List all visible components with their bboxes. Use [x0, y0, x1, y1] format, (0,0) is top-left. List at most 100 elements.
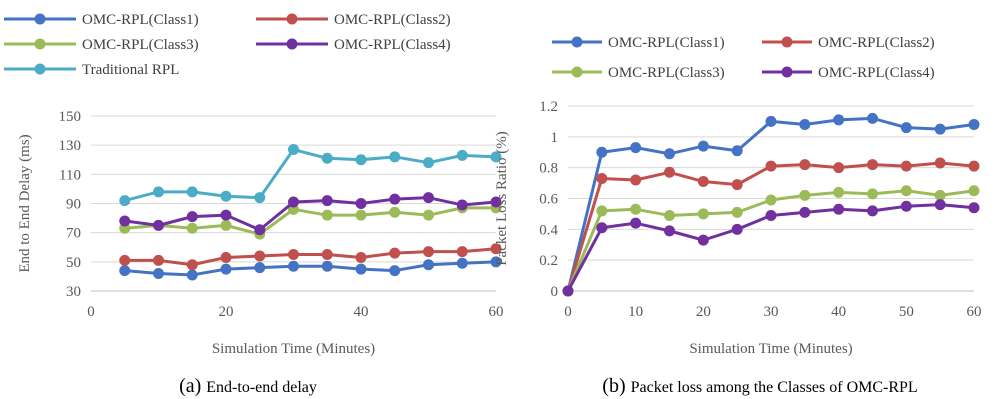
y-tick-label: 90: [66, 197, 81, 213]
series-4: [562, 199, 980, 297]
data-point: [562, 285, 574, 297]
y-tick-label: 50: [66, 255, 81, 271]
y-tick-label: 110: [59, 167, 81, 183]
caption-text: Packet loss among the Classes of OMC-RPL: [631, 379, 918, 396]
data-point: [833, 162, 845, 174]
data-point: [186, 259, 198, 271]
data-point: [765, 194, 777, 206]
series-line: [123, 196, 498, 232]
data-point: [799, 206, 811, 218]
legend-marker: [34, 63, 46, 75]
x-axis-label: Simulation Time (Minutes): [212, 341, 375, 357]
y-tick-label: 70: [66, 226, 81, 242]
data-point: [220, 219, 232, 231]
data-point: [900, 160, 912, 172]
caption-text: End-to-end delay: [206, 379, 317, 396]
data-point: [153, 268, 164, 279]
x-tick-label: 40: [831, 304, 846, 320]
data-point: [288, 260, 299, 272]
data-point: [731, 179, 743, 191]
data-point: [765, 160, 777, 172]
data-point: [321, 152, 333, 164]
legend-marker: [286, 38, 298, 50]
data-point: [321, 260, 333, 272]
data-point: [697, 234, 709, 246]
legend-marker: [34, 13, 46, 25]
data-point: [119, 195, 131, 207]
data-point: [456, 246, 468, 258]
legend-marker: [781, 36, 793, 48]
data-point: [153, 186, 164, 198]
legend-marker: [571, 66, 583, 78]
data-point: [968, 160, 980, 172]
x-tick-label: 20: [696, 304, 711, 320]
series-line: [123, 247, 498, 267]
data-point: [934, 199, 946, 211]
data-point: [288, 196, 299, 208]
data-point: [833, 186, 845, 198]
data-point: [968, 119, 980, 130]
data-point: [697, 208, 709, 220]
data-point: [288, 249, 299, 261]
data-point: [799, 159, 811, 171]
data-point: [765, 115, 777, 127]
data-point: [867, 159, 878, 171]
data-point: [423, 259, 434, 271]
series-2: [119, 243, 502, 271]
data-point: [423, 209, 434, 221]
data-point: [731, 223, 743, 235]
data-point: [153, 254, 164, 266]
legend-entry: OMC-RPL(Class2): [256, 12, 451, 28]
data-point: [968, 202, 980, 214]
data-point: [731, 206, 743, 218]
data-point: [900, 122, 912, 134]
y-tick-label: 0.4: [539, 222, 558, 238]
data-point: [664, 148, 675, 160]
data-point: [697, 176, 709, 188]
legend-marker: [34, 38, 46, 50]
data-point: [119, 254, 131, 266]
y-tick-label: 1.2: [539, 99, 558, 115]
data-point: [355, 209, 367, 221]
legend-label: OMC-RPL(Class1): [82, 12, 199, 28]
data-point: [596, 172, 608, 184]
legend-marker: [286, 13, 298, 25]
data-point: [254, 224, 266, 236]
data-point: [630, 217, 642, 229]
y-tick-label: 0: [551, 284, 559, 300]
x-tick-label: 60: [489, 304, 504, 320]
x-tick-label: 10: [628, 304, 643, 320]
x-tick-label: 30: [764, 304, 779, 320]
data-point: [490, 243, 502, 255]
data-point: [423, 246, 434, 258]
series-line: [123, 148, 498, 203]
data-point: [254, 192, 266, 204]
legend-entry: OMC-RPL(Class1): [4, 12, 199, 28]
x-tick-label: 0: [87, 304, 95, 320]
legend-label: OMC-RPL(Class3): [82, 37, 199, 53]
legend-marker: [571, 36, 583, 48]
data-point: [596, 146, 608, 158]
data-point: [423, 192, 434, 204]
data-point: [321, 249, 333, 261]
data-point: [664, 225, 675, 237]
x-axis-label: Simulation Time (Minutes): [689, 341, 852, 357]
data-point: [867, 112, 878, 124]
series-4: [119, 192, 502, 236]
y-axis-label: Packet Loss Ratio (%): [494, 131, 510, 266]
data-point: [630, 174, 642, 186]
data-point: [799, 119, 811, 130]
y-tick-label: 0.8: [539, 161, 558, 177]
legend-entry: Traditional RPL: [4, 62, 179, 78]
data-point: [490, 256, 502, 268]
data-point: [254, 250, 266, 262]
data-point: [389, 265, 401, 277]
data-point: [934, 157, 946, 169]
data-point: [389, 193, 401, 205]
series-3: [562, 185, 980, 297]
series-1: [562, 112, 980, 297]
y-tick-label: 150: [59, 109, 82, 125]
legend-label: OMC-RPL(Class1): [608, 35, 725, 51]
data-point: [664, 166, 675, 178]
data-point: [456, 257, 468, 269]
